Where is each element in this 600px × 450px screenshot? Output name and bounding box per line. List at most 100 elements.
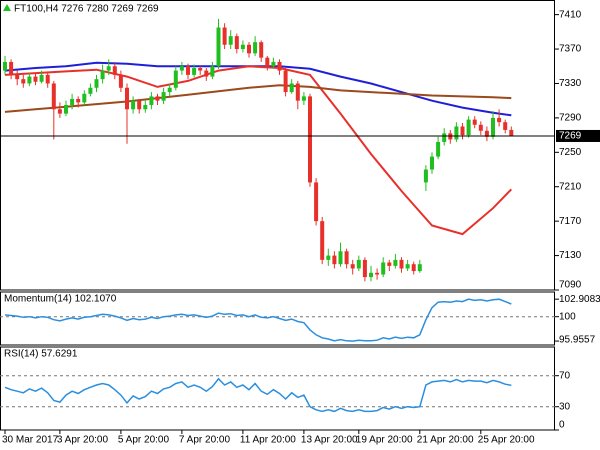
x-tick-label: 11 Apr 20:00 [240, 435, 296, 446]
candle-body [9, 61, 14, 75]
candle-body [265, 57, 270, 67]
y-tick-label: 7170 [559, 216, 582, 227]
candle-body [399, 259, 404, 269]
rsi-title: RSI(14) 57.6291 [4, 349, 78, 360]
y-tick-label: 102.9083 [559, 294, 600, 305]
y-tick-label: 7330 [559, 78, 582, 89]
rsi-panel [0, 346, 555, 431]
candle-body [57, 109, 62, 114]
y-tick-label: 7370 [559, 44, 582, 55]
candle-body [375, 272, 380, 275]
x-tick-label: 19 Apr 20:00 [356, 435, 413, 446]
y-tick-label: 7290 [559, 113, 582, 124]
candle-body [167, 87, 172, 93]
title-icon [3, 4, 11, 11]
candle-body [70, 98, 75, 105]
candle-body [411, 264, 416, 272]
candle-body [88, 87, 93, 94]
candle-body [478, 124, 483, 131]
candle-body [106, 66, 111, 71]
candle-body [405, 264, 410, 269]
candle-body [173, 70, 178, 88]
candle-body [161, 92, 166, 101]
candle-body [466, 119, 471, 136]
y-tick-label: 7130 [559, 250, 582, 261]
candle-body [15, 74, 20, 80]
candle-body [64, 104, 68, 114]
candle-body [271, 61, 276, 67]
candle-body [222, 27, 227, 45]
momentum-title: Momentum(14) 102.1070 [4, 294, 117, 305]
moving-average [4, 84, 512, 113]
indicator-line [4, 298, 512, 342]
candle-body [344, 251, 349, 265]
candle-body [21, 79, 26, 84]
moving-average [4, 65, 513, 236]
plot-area [0, 18, 555, 282]
candle-body [430, 156, 434, 170]
y-tick-label: 7090 [559, 280, 582, 291]
candle-body [387, 262, 392, 266]
candle-body [179, 66, 184, 71]
candle-body [423, 169, 428, 183]
candle-body [228, 36, 233, 45]
candle-body [350, 264, 355, 269]
candle-body [289, 83, 294, 93]
candle-body [143, 104, 148, 110]
candle-body [137, 100, 142, 110]
candle-body [509, 129, 514, 136]
candle-body [82, 93, 87, 103]
candle-body [186, 66, 190, 75]
candle-body [234, 36, 239, 50]
candle-body [155, 96, 160, 101]
candle-body [381, 262, 386, 275]
candle-body [253, 42, 258, 54]
candle-body [39, 74, 44, 82]
candle-body [362, 259, 367, 278]
candle-body [283, 70, 288, 93]
y-tick-label: 7410 [559, 9, 582, 20]
candle-body [216, 27, 221, 67]
candle-body [308, 96, 312, 183]
y-tick-label: 30 [559, 401, 571, 412]
current-price-label: 7269 [559, 131, 582, 142]
y-tick-label: 7250 [559, 147, 582, 158]
candle-body [356, 259, 361, 269]
candle-body [393, 259, 398, 266]
candle-body [497, 117, 502, 123]
candle-body [210, 66, 215, 77]
y-tick-label: 100 [559, 311, 576, 322]
x-tick-label: 3 Apr 20:00 [57, 435, 109, 446]
candle-body [460, 126, 465, 136]
x-tick-label: 25 Apr 20:00 [478, 435, 535, 446]
candle-body [198, 67, 203, 71]
x-tick-label: 5 Apr 20:00 [118, 435, 170, 446]
candle-body [472, 119, 477, 125]
candle-body [301, 96, 306, 101]
y-tick-label: 0 [559, 420, 565, 431]
x-tick-label: 30 Mar 2017 [2, 435, 59, 446]
candle-body [27, 76, 32, 84]
candle-body [369, 272, 373, 278]
candle-body [131, 100, 136, 110]
candle-body [417, 264, 422, 272]
candle-body [295, 83, 300, 101]
candle-body [259, 42, 264, 58]
candle-body [45, 74, 50, 84]
y-tick-label: 70 [559, 370, 571, 381]
candle-body [314, 182, 319, 222]
main-panel [0, 0, 555, 291]
plot-area [0, 375, 555, 413]
momentum-panel [0, 291, 555, 346]
candle-body [94, 79, 99, 88]
candle-body [118, 74, 123, 88]
candle-body [149, 96, 154, 105]
candle-body [484, 130, 489, 137]
y-tick-label: 7210 [559, 181, 582, 192]
chart-title: FT100,H4 7276 7280 7269 7269 [14, 4, 159, 15]
candle-body [503, 122, 508, 130]
candle-body [338, 251, 343, 265]
y-tick-label: 95.9557 [559, 335, 596, 346]
